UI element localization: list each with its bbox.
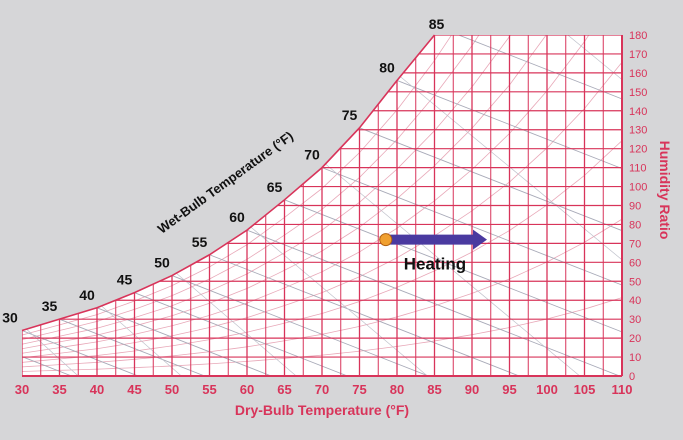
wet-bulb-line xyxy=(59,318,205,376)
wet-bulb-tick-label: 50 xyxy=(154,255,170,271)
wet-bulb-tick-label: 40 xyxy=(79,287,95,303)
y-axis-label: Humidity Ratio xyxy=(657,141,673,240)
wet-bulb-tick-label: 80 xyxy=(379,59,395,75)
x-tick-label: 95 xyxy=(502,382,516,397)
x-tick-label: 85 xyxy=(427,382,441,397)
wet-bulb-line xyxy=(359,127,622,376)
wet-bulb-tick-label: 75 xyxy=(342,107,358,123)
x-tick-label: 65 xyxy=(277,382,291,397)
wet-bulb-line xyxy=(209,254,520,376)
x-tick-label: 80 xyxy=(390,382,404,397)
wet-bulb-line xyxy=(434,35,622,376)
x-tick-label: 100 xyxy=(536,382,558,397)
y-tick-label: 160 xyxy=(629,68,647,80)
wet-bulb-line xyxy=(171,275,429,376)
y-tick-label: 10 xyxy=(629,352,641,364)
start-state-point xyxy=(379,233,393,247)
y-tick-label: 140 xyxy=(629,106,647,118)
y-tick-label: 30 xyxy=(629,314,641,326)
y-tick-label: 90 xyxy=(629,201,641,213)
wet-bulb-line xyxy=(246,229,620,376)
wet-bulb-tick-label: 85 xyxy=(429,16,445,32)
heating-process: Heating xyxy=(379,229,487,274)
y-tick-label: 170 xyxy=(629,49,647,61)
y-tick-label: 150 xyxy=(629,87,647,99)
x-tick-label: 70 xyxy=(315,382,329,397)
wet-bulb-tick-label: 60 xyxy=(229,209,245,225)
y-tick-label: 70 xyxy=(629,238,641,250)
y-tick-label: 100 xyxy=(629,182,647,194)
enthalpy-line xyxy=(156,256,297,376)
x-tick-label: 110 xyxy=(612,382,633,397)
x-tick-label: 60 xyxy=(240,382,254,397)
heating-arrow xyxy=(385,229,487,250)
y-tick-label: 80 xyxy=(629,219,641,231)
y-tick-label: 20 xyxy=(629,333,641,345)
wet-bulb-tick-label: 45 xyxy=(117,272,133,288)
wet-bulb-tick-label: 30 xyxy=(2,310,18,326)
y-tick-label: 120 xyxy=(629,144,647,156)
y-tick-label: 60 xyxy=(629,257,641,269)
wet-bulb-line xyxy=(321,167,622,376)
saturation-curve xyxy=(21,34,436,332)
y-tick-label: 110 xyxy=(629,163,647,175)
wet-bulb-line xyxy=(22,341,72,376)
x-tick-label: 90 xyxy=(465,382,479,397)
wet-bulb-tick-label: 65 xyxy=(267,179,283,195)
enthalpy-line xyxy=(381,61,622,376)
y-tick-label: 40 xyxy=(629,295,641,307)
wet-bulb-tick-label: 70 xyxy=(304,147,320,163)
x-tick-label: 40 xyxy=(90,382,104,397)
enthalpy-line xyxy=(231,210,428,376)
x-tick-label: 75 xyxy=(352,382,366,397)
y-tick-label: 50 xyxy=(629,276,641,288)
x-axis-label: Dry-Bulb Temperature (°F) xyxy=(235,402,409,418)
wet-bulb-tick-label: 55 xyxy=(192,234,208,250)
y-tick-label: 180 xyxy=(629,30,647,42)
y-tick-label: 0 xyxy=(629,371,635,383)
x-tick-label: 105 xyxy=(574,382,596,397)
x-tick-label: 50 xyxy=(165,382,179,397)
x-tick-label: 55 xyxy=(202,382,216,397)
x-tick-label: 45 xyxy=(127,382,141,397)
enthalpy-line xyxy=(22,311,79,376)
y-tick-label: 130 xyxy=(629,125,647,137)
x-tick-label: 35 xyxy=(52,382,66,397)
wet-bulb-line xyxy=(0,353,5,376)
x-tick-label: 30 xyxy=(15,382,29,397)
wet-bulb-line xyxy=(134,292,348,376)
heating-label: Heating xyxy=(404,255,466,274)
wet-bulb-tick-label: 35 xyxy=(42,298,58,314)
